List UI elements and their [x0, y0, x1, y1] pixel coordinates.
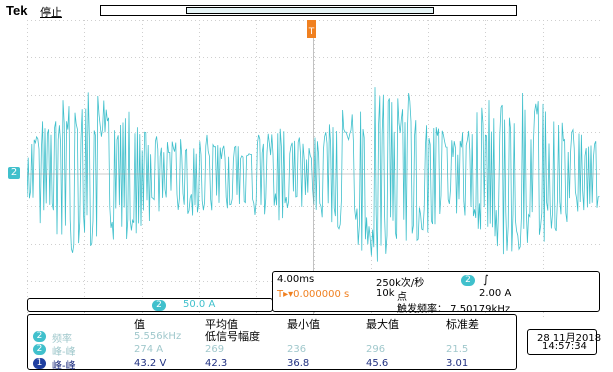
record-points-label: 点 [397, 292, 407, 303]
vertical-scale-box[interactable] [27, 298, 273, 312]
vertical-scale-value: 50.0 A [183, 299, 216, 310]
meas-row-std: 3.01 [446, 358, 469, 369]
col-header-low-amplitude: 低信号幅度 [205, 330, 260, 343]
date-display: 28 11月2018 [537, 333, 602, 344]
trigger-position-marker[interactable]: T [307, 20, 316, 38]
brand-label: Tek [6, 3, 28, 18]
meas-row-value: 5.556kHz [134, 331, 182, 342]
col-header-min: 最小值 [287, 318, 320, 331]
trigger-edge-icon: ∫ [483, 273, 489, 286]
trigger-position: T▸▾0.000000 s [277, 289, 350, 300]
col-header-max: 最大值 [366, 318, 399, 331]
meas-row-label: 频率 [52, 334, 72, 345]
trigger-marker-label: T [308, 27, 315, 37]
col-header-value: 值 [134, 318, 145, 331]
meas-row-mean: 269 [205, 344, 225, 355]
scale-channel-badge: 2 [152, 300, 166, 311]
acquisition-state[interactable]: 停止 [40, 6, 62, 19]
meas-row-min: 236 [287, 344, 307, 355]
record-points: 10k [376, 288, 395, 299]
trigger-level: 2.00 A [479, 288, 512, 299]
meas-row-value: 274 A [134, 344, 164, 355]
horizontal-readout[interactable] [272, 271, 600, 312]
waveform-display[interactable]: T [27, 20, 600, 318]
meas-row-value: 43.2 V [134, 358, 167, 369]
col-header-std: 标准差 [446, 318, 479, 331]
trigger-channel-badge: 2 [461, 275, 475, 286]
meas-row-label: 峰-峰 [52, 347, 76, 358]
meas-row-channel-badge: 1 [33, 358, 46, 369]
time-display: 14:57:34 [542, 341, 587, 352]
meas-row-channel-badge: 2 [33, 344, 46, 355]
col-header-mean: 平均值 [205, 318, 238, 331]
meas-row-channel-badge: 2 [33, 331, 46, 342]
horizontal-scale: 4.00ms [277, 274, 315, 285]
meas-row-min: 36.8 [287, 358, 310, 369]
measurement-panel[interactable] [27, 314, 517, 370]
meas-row-mean: 42.3 [205, 358, 228, 369]
sample-rate: 250k次/秒 [376, 278, 425, 289]
meas-row-max: 296 [366, 344, 386, 355]
meas-row-max: 45.6 [366, 358, 389, 369]
ch2-ground-marker[interactable]: 2 [8, 167, 20, 179]
record-view-window[interactable] [186, 7, 434, 14]
meas-row-label: 峰-峰 [52, 361, 76, 372]
datetime-box [527, 329, 597, 355]
trigger-frequency: 触发频率： 7.50179kHz [397, 304, 511, 315]
ch2-waveform [27, 20, 600, 318]
meas-row-std: 21.5 [446, 344, 469, 355]
